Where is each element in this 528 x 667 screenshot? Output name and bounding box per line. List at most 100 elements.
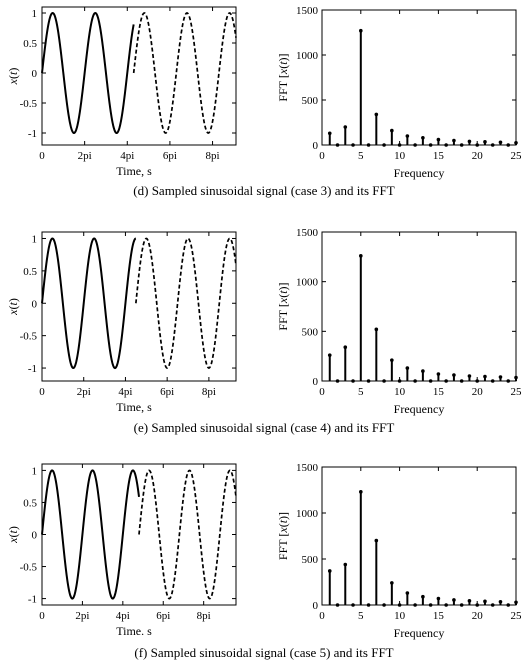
y-axis-label: x(t) bbox=[6, 298, 20, 316]
y-tick-label: 500 bbox=[302, 554, 319, 566]
fft-stem-marker bbox=[343, 125, 348, 129]
fft-stem-marker bbox=[374, 112, 379, 117]
fft-stem-marker bbox=[490, 143, 495, 147]
y-tick-label: -0.5 bbox=[20, 98, 38, 110]
plot-frame bbox=[321, 9, 517, 146]
fft-stem-marker bbox=[428, 379, 433, 383]
fft-stem-marker bbox=[452, 598, 456, 602]
fft-stem-marker bbox=[382, 379, 386, 383]
x-tick-label: 0 bbox=[39, 610, 45, 622]
y-tick-label: 0 bbox=[32, 68, 38, 80]
fft-stem-marker bbox=[467, 139, 472, 144]
fft-stem-marker bbox=[327, 131, 332, 136]
svg-text:FFT [x(t)]: FFT [x(t)] bbox=[276, 53, 290, 101]
y-tick-label: 0 bbox=[32, 298, 38, 310]
x-tick-label: 0 bbox=[319, 386, 325, 398]
x-tick-label: 0 bbox=[319, 610, 325, 622]
fft-stem-marker bbox=[428, 143, 433, 147]
fft-stem-marker bbox=[351, 143, 355, 147]
fft-stem-marker bbox=[405, 134, 410, 138]
figure-caption: (d) Sampled sinusoidal signal (case 3) a… bbox=[133, 183, 394, 198]
x-tick-label: 20 bbox=[472, 610, 484, 622]
fft-stem-marker bbox=[459, 143, 464, 147]
x-axis-label: Frequency bbox=[394, 626, 445, 640]
x-tick-label: 15 bbox=[433, 386, 445, 398]
fft-stem-marker bbox=[366, 603, 371, 607]
fft-stem-marker bbox=[413, 603, 417, 607]
fft-stem-marker bbox=[498, 599, 503, 604]
fft-stem-marker bbox=[343, 562, 348, 567]
svg-text:x(t): x(t) bbox=[6, 526, 20, 544]
figure-caption: (e) Sampled sinusoidal signal (case 4) a… bbox=[134, 420, 395, 435]
y-tick-label: 1500 bbox=[296, 227, 319, 239]
time-plot: -1 -0.5 0 0.5 1 0 2pi 4pi 6pi 8pi Time. s x(t) bbox=[6, 463, 237, 638]
svg-text:FFT [x(t)]: FFT [x(t)] bbox=[276, 512, 290, 560]
fft-stem-marker bbox=[405, 591, 410, 595]
fft-stem-marker bbox=[390, 358, 394, 362]
x-tick-label: 25 bbox=[511, 150, 523, 162]
fft-stem-marker bbox=[483, 140, 487, 144]
fft-stem-marker bbox=[459, 379, 464, 383]
x-axis-label: Frequency bbox=[394, 166, 445, 180]
fft-stem-marker bbox=[506, 143, 511, 147]
y-tick-label: 0 bbox=[313, 140, 319, 152]
fft-stem-marker bbox=[498, 140, 503, 145]
y-axis-label: FFT [x(t)] bbox=[276, 282, 290, 330]
plot-frame bbox=[321, 231, 517, 382]
fft-stem-marker bbox=[390, 581, 394, 585]
y-tick-label: 0.5 bbox=[23, 497, 37, 509]
fft-plot: 0 500 1000 1500 0 5 10 15 20 25 Frequency FFT [x(t)… bbox=[276, 5, 522, 180]
y-tick-label: 500 bbox=[302, 326, 319, 338]
x-tick-label: 5 bbox=[358, 610, 364, 622]
fft-stem-marker bbox=[490, 379, 495, 383]
x-tick-label: 10 bbox=[394, 386, 406, 398]
fft-stem-marker bbox=[452, 373, 456, 377]
time-plot: -1 -0.5 0 0.5 1 0 2pi 4pi 6pi 8pi Time, s x(t) bbox=[6, 231, 237, 414]
plot-frame bbox=[41, 6, 237, 146]
y-tick-label: 0.5 bbox=[23, 38, 37, 50]
fft-stem-marker bbox=[483, 599, 487, 604]
signal-dashed-line bbox=[135, 237, 237, 369]
fft-stem-marker bbox=[498, 375, 503, 379]
y-tick-label: 1 bbox=[32, 465, 38, 477]
y-tick-label: 1 bbox=[32, 233, 38, 245]
fft-stem-marker bbox=[327, 569, 332, 573]
x-tick-label: 2pi bbox=[75, 610, 89, 622]
x-tick-label: 10 bbox=[394, 610, 406, 622]
fft-stem-marker bbox=[366, 379, 371, 383]
x-axis-label: Time, s bbox=[116, 400, 152, 414]
x-tick-label: 8pi bbox=[197, 610, 211, 622]
fft-stem-marker bbox=[413, 143, 417, 147]
fft-stem-marker bbox=[490, 603, 495, 607]
x-tick-label: 0 bbox=[319, 150, 325, 162]
svg-text:x(t): x(t) bbox=[6, 298, 20, 316]
plot-frame bbox=[41, 231, 237, 382]
x-tick-label: 4pi bbox=[118, 386, 132, 398]
fft-stem-marker bbox=[359, 28, 363, 33]
fft-stem-marker bbox=[444, 379, 448, 383]
fft-stem-marker bbox=[421, 136, 425, 140]
fft-plot: 0 500 1000 1500 0 5 10 15 20 25 Frequency FFT [x(t)… bbox=[276, 462, 522, 640]
fft-stem-marker bbox=[359, 254, 363, 258]
x-tick-label: 4pi bbox=[120, 150, 134, 162]
x-tick-label: 6pi bbox=[156, 610, 170, 622]
y-tick-label: 1000 bbox=[296, 508, 319, 520]
x-tick-label: 5 bbox=[358, 386, 364, 398]
fft-stem-marker bbox=[421, 369, 425, 373]
fft-stem-marker bbox=[467, 374, 472, 378]
x-tick-label: 5 bbox=[358, 150, 364, 162]
fft-stem-marker bbox=[436, 372, 441, 376]
x-tick-label: 15 bbox=[433, 150, 445, 162]
fft-stem-marker bbox=[459, 603, 464, 607]
fft-stem-marker bbox=[351, 603, 355, 607]
y-tick-label: 1000 bbox=[296, 277, 319, 289]
signal-dashed-line bbox=[138, 469, 237, 600]
fft-stem-marker bbox=[351, 379, 355, 383]
y-tick-label: -1 bbox=[28, 128, 37, 140]
signal-solid-line bbox=[41, 11, 135, 135]
x-axis-label: Time, s bbox=[116, 164, 152, 178]
x-tick-label: 20 bbox=[472, 150, 484, 162]
